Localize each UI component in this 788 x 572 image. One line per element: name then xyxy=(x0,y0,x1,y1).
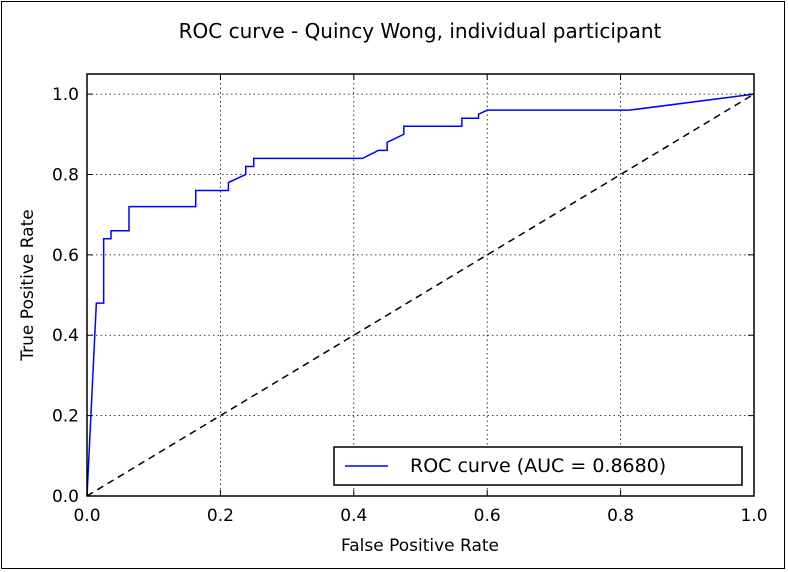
x-tick-label: 0.6 xyxy=(474,506,501,526)
x-tick-label: 0.0 xyxy=(73,506,100,526)
legend: ROC curve (AUC = 0.8680) xyxy=(333,446,743,486)
x-tick-label: 1.0 xyxy=(740,506,767,526)
x-tick-label: 0.2 xyxy=(207,506,234,526)
legend-box xyxy=(333,446,743,486)
plot-area-border xyxy=(86,73,755,497)
y-tick-label: 0.4 xyxy=(52,326,79,346)
chance-diagonal-line xyxy=(86,93,755,497)
x-axis-label: False Positive Rate xyxy=(341,536,499,556)
x-tick-label: 0.8 xyxy=(607,506,634,526)
chart-title: ROC curve - Quincy Wong, individual part… xyxy=(179,19,662,43)
roc-curve-line xyxy=(86,93,755,497)
legend-label-roc: ROC curve (AUC = 0.8680) xyxy=(410,455,666,477)
ticks: 0.0 0.2 0.4 0.6 0.8 1.0 0.0 0.2 0.4 0.6 0.8 1.0 xyxy=(52,74,768,526)
series-layer xyxy=(86,93,755,497)
y-tick-label: 0.2 xyxy=(52,407,79,427)
y-tick-label: 1.0 xyxy=(52,85,79,105)
y-tick-label: 0.6 xyxy=(52,246,79,266)
y-axis-label: True Positive Rate xyxy=(18,209,38,361)
y-tick-label: 0.8 xyxy=(52,165,79,185)
grid xyxy=(86,74,755,497)
y-tick-label: 0.0 xyxy=(52,487,79,507)
x-tick-label: 0.4 xyxy=(340,506,367,526)
